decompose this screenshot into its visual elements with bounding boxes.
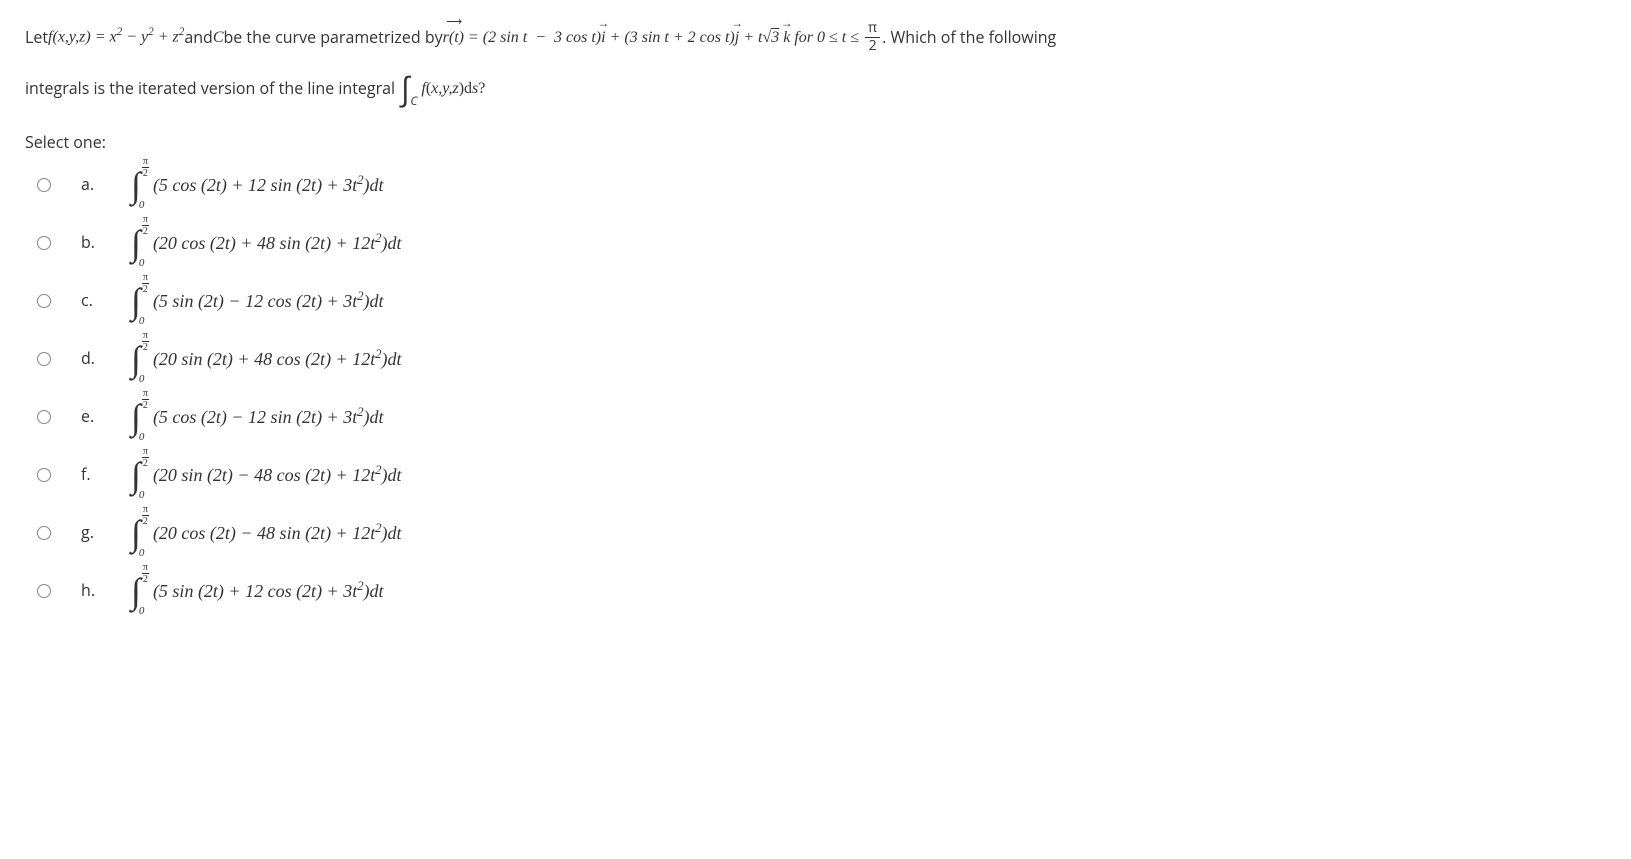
option-label: h. — [81, 578, 101, 604]
q-for: for 0 ≤ t ≤ — [790, 25, 863, 51]
option-label: d. — [81, 346, 101, 372]
option-radio[interactable] — [37, 236, 51, 250]
q-plus1: + (3 sin t + 2 cos t)j — [606, 25, 740, 51]
q-frac-pi2: π 2 — [865, 20, 880, 55]
question-line-2: integrals is the iterated version of the… — [25, 73, 1606, 105]
integral-bounds: π20 — [142, 398, 149, 433]
q-part4: . Which of the following — [882, 25, 1056, 51]
option-integrand: (20 sin (2t) − 48 cos (2t) + 12t2)dt — [153, 460, 402, 490]
option-integrand: (20 sin (2t) + 48 cos (2t) + 12t2)dt — [153, 344, 402, 374]
integral-bounds: π20 — [142, 456, 149, 491]
option-label: e. — [81, 404, 101, 430]
option-row: d.∫π20(20 sin (2t) + 48 cos (2t) + 12t2)… — [37, 341, 1606, 377]
option-integrand: (20 cos (2t) − 48 sin (2t) + 12t2)dt — [153, 518, 402, 548]
option-integral: ∫π20(20 sin (2t) − 48 cos (2t) + 12t2)dt — [131, 457, 402, 493]
option-radio[interactable] — [37, 584, 51, 598]
inline-integral: ∫ C f(x,y,z)ds? — [399, 73, 485, 105]
options-list: a.∫π20(5 cos (2t) + 12 sin (2t) + 3t2)dt… — [37, 167, 1606, 609]
q-eq1: = (2 sin t − 3 cos t)i — [464, 25, 606, 51]
option-integral: ∫π20(5 cos (2t) + 12 sin (2t) + 3t2)dt — [131, 167, 384, 203]
option-integrand: (5 sin (2t) − 12 cos (2t) + 3t2)dt — [153, 286, 384, 316]
option-row: c.∫π20(5 sin (2t) − 12 cos (2t) + 3t2)dt — [37, 283, 1606, 319]
q-line2a: integrals is the iterated version of the… — [25, 76, 395, 102]
option-integrand: (5 cos (2t) − 12 sin (2t) + 3t2)dt — [153, 402, 384, 432]
option-integral: ∫π20(20 cos (2t) + 48 sin (2t) + 12t2)dt — [131, 225, 402, 261]
q-part2: and — [184, 25, 213, 51]
option-label: f. — [81, 462, 101, 488]
option-label: g. — [81, 520, 101, 546]
integral-bounds: π20 — [142, 340, 149, 375]
question-line-1: Let f(x,y,z) = x2 − y2 + z2 and C be the… — [25, 20, 1606, 55]
option-radio[interactable] — [37, 294, 51, 308]
option-row: b.∫π20(20 cos (2t) + 48 sin (2t) + 12t2)… — [37, 225, 1606, 261]
option-row: f.∫π20(20 sin (2t) − 48 cos (2t) + 12t2)… — [37, 457, 1606, 493]
q-curve-var: C — [213, 25, 224, 51]
integral-bounds: π20 — [142, 572, 149, 607]
option-integral: ∫π20(20 sin (2t) + 48 cos (2t) + 12t2)dt — [131, 341, 402, 377]
select-one-label: Select one: — [25, 130, 1606, 156]
option-integral: ∫π20(5 cos (2t) − 12 sin (2t) + 3t2)dt — [131, 399, 384, 435]
option-row: g.∫π20(20 cos (2t) − 48 sin (2t) + 12t2)… — [37, 515, 1606, 551]
option-radio[interactable] — [37, 410, 51, 424]
q-rt: r(t) — [443, 25, 464, 51]
option-integral: ∫π20(5 sin (2t) − 12 cos (2t) + 3t2)dt — [131, 283, 384, 319]
option-label: b. — [81, 230, 101, 256]
option-radio[interactable] — [37, 352, 51, 366]
option-integral: ∫π20(20 cos (2t) − 48 sin (2t) + 12t2)dt — [131, 515, 402, 551]
option-label: a. — [81, 172, 101, 198]
integral-bounds: π20 — [142, 166, 149, 201]
option-row: h.∫π20(5 sin (2t) + 12 cos (2t) + 3t2)dt — [37, 573, 1606, 609]
option-radio[interactable] — [37, 468, 51, 482]
question-text: Let f(x,y,z) = x2 − y2 + z2 and C be the… — [25, 20, 1606, 105]
option-radio[interactable] — [37, 178, 51, 192]
option-label: c. — [81, 288, 101, 314]
q-plus2: + t3 k — [739, 25, 790, 51]
option-row: a.∫π20(5 cos (2t) + 12 sin (2t) + 3t2)dt — [37, 167, 1606, 203]
q-part3: be the curve parametrized by — [223, 25, 442, 51]
option-row: e.∫π20(5 cos (2t) − 12 sin (2t) + 3t2)dt — [37, 399, 1606, 435]
integral-bounds: π20 — [142, 514, 149, 549]
option-integral: ∫π20(5 sin (2t) + 12 cos (2t) + 3t2)dt — [131, 573, 384, 609]
option-integrand: (5 sin (2t) + 12 cos (2t) + 3t2)dt — [153, 576, 384, 606]
integral-bounds: π20 — [142, 224, 149, 259]
integral-bounds: π20 — [142, 282, 149, 317]
option-integrand: (5 cos (2t) + 12 sin (2t) + 3t2)dt — [153, 170, 384, 200]
option-integrand: (20 cos (2t) + 48 sin (2t) + 12t2)dt — [153, 228, 402, 258]
option-radio[interactable] — [37, 526, 51, 540]
q-func: f(x,y,z) = x2 − y2 + z2 — [48, 24, 184, 50]
q-part1: Let — [25, 25, 48, 51]
